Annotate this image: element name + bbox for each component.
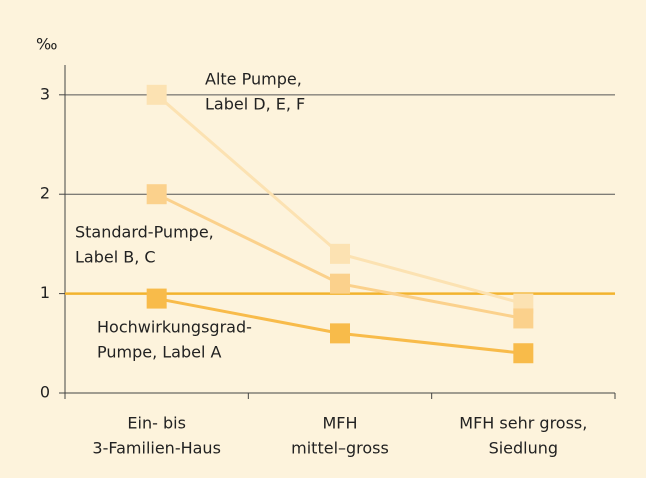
series-label: Hochwirkungsgrad- — [97, 318, 252, 337]
marker — [146, 84, 167, 105]
x-tick-label: 3-Familien-Haus — [92, 439, 220, 458]
series-label: Standard-Pumpe, — [75, 223, 214, 242]
marker — [330, 243, 350, 264]
marker — [330, 323, 350, 344]
y-tick-label: 0 — [40, 383, 50, 402]
y-tick-label: 1 — [40, 283, 50, 302]
marker — [146, 288, 167, 309]
marker — [330, 273, 350, 294]
y-tick-label: 3 — [40, 84, 50, 103]
series-label: Label B, C — [75, 248, 156, 267]
marker — [513, 308, 534, 329]
marker — [513, 343, 534, 364]
marker — [146, 184, 167, 205]
series-label: Pumpe, Label A — [97, 343, 222, 362]
x-tick-label: Ein- bis — [127, 414, 186, 433]
series-label: Label D, E, F — [205, 95, 305, 114]
y-tick-label: 2 — [40, 184, 50, 203]
x-tick-label: Siedlung — [489, 439, 558, 458]
y-axis-label: ‰ — [36, 35, 57, 54]
x-tick-label: mittel–gross — [291, 439, 389, 458]
series-label: Alte Pumpe, — [205, 70, 302, 89]
x-tick-label: MFH sehr gross, — [459, 414, 587, 433]
x-tick-label: MFH — [322, 414, 357, 433]
